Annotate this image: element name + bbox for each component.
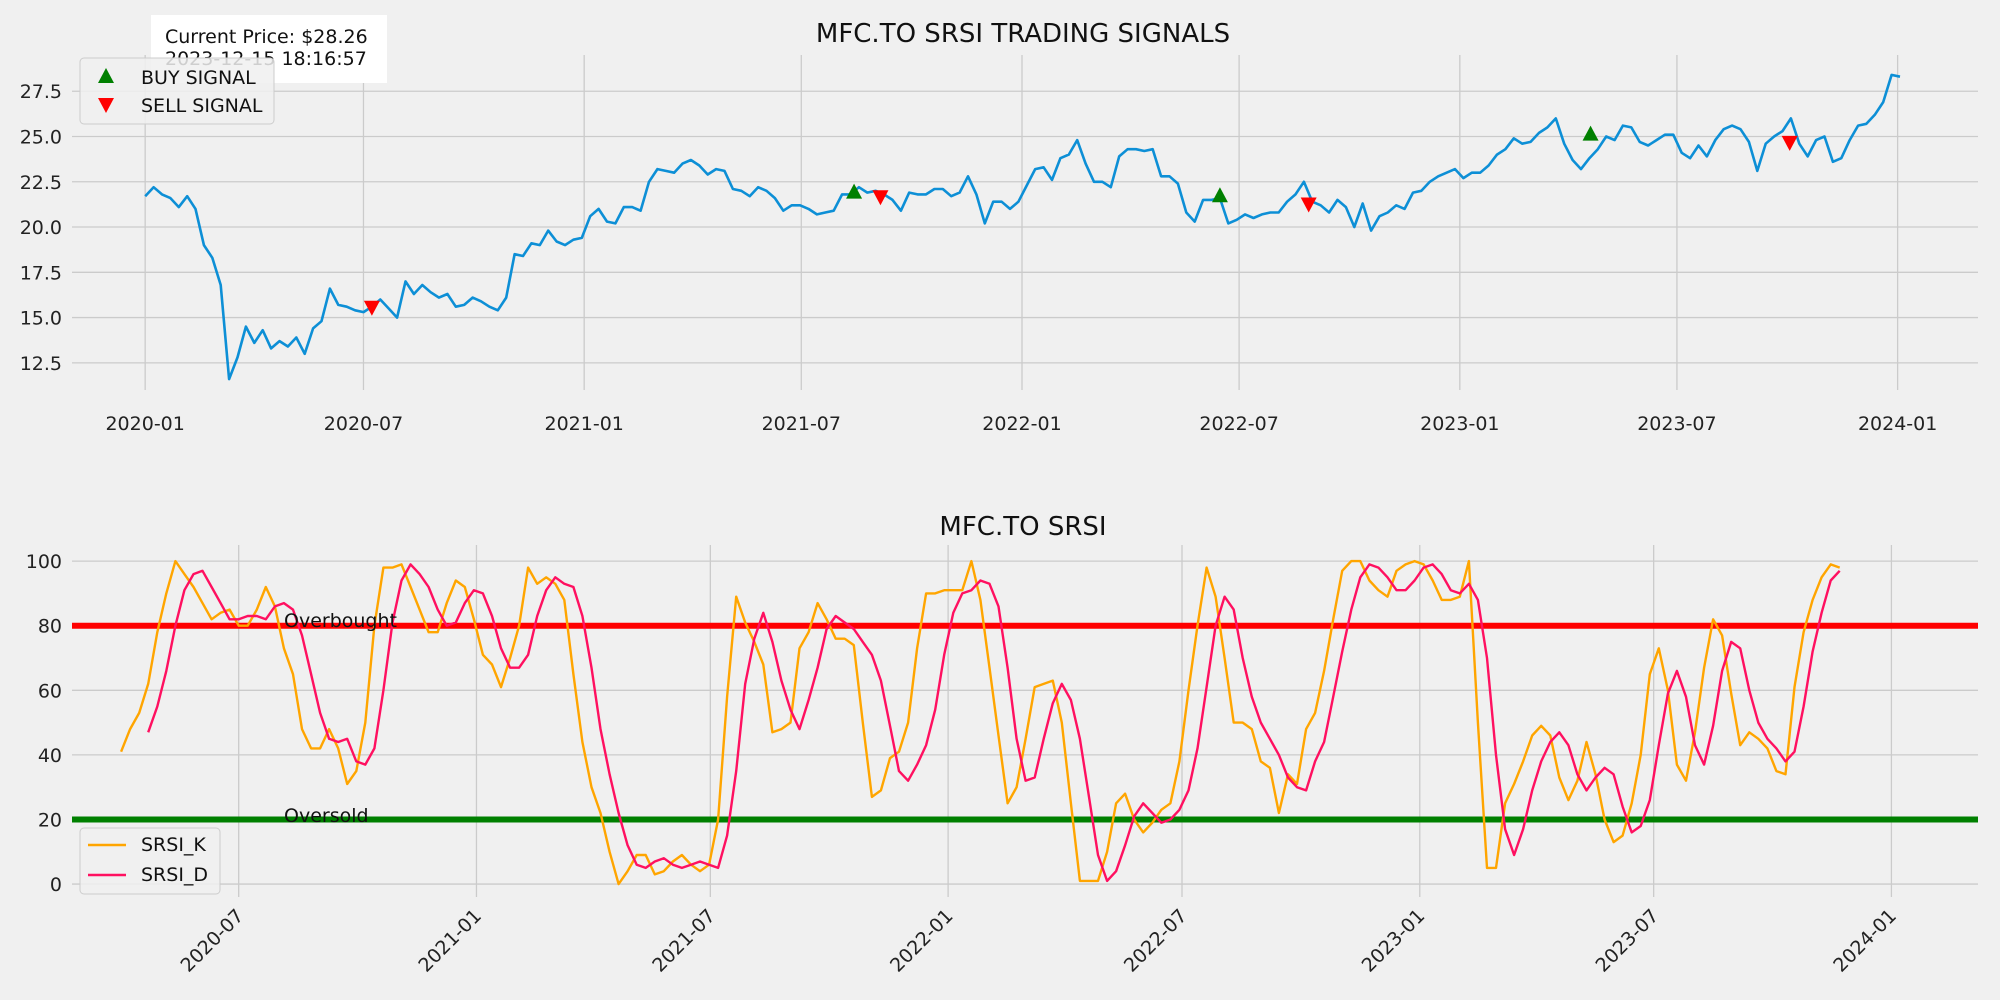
signal-markers <box>363 125 1798 316</box>
price-grid <box>72 55 1978 390</box>
buy-signal-marker <box>1211 187 1228 203</box>
srsi-legend: SRSI_K SRSI_D <box>79 827 221 895</box>
srsi-k-line <box>119 559 1841 886</box>
srsi-y-tick-label: 60 <box>38 680 62 702</box>
sell-signal-legend-label: SELL SIGNAL <box>141 95 263 117</box>
oversold-label: Oversold <box>284 805 369 827</box>
price-y-tick-label: 27.5 <box>20 81 62 103</box>
buy-signal-marker <box>846 183 863 199</box>
price-x-tick-label: 2022-01 <box>982 413 1061 435</box>
srsi-y-tick-label: 20 <box>38 809 62 831</box>
srsi-k-legend-label: SRSI_K <box>141 834 206 856</box>
price-x-tick-label: 2022-07 <box>1199 413 1278 435</box>
current-price-text: Current Price: $28.26 <box>165 26 368 48</box>
price-x-tick-label: 2024-01 <box>1858 413 1937 435</box>
price-line <box>144 73 1901 381</box>
srsi-y-tick-label: 100 <box>26 551 62 573</box>
sell-signal-marker <box>872 190 889 206</box>
srsi-d-line <box>147 563 1841 883</box>
buy-signal-marker <box>1582 125 1599 141</box>
srsi-d-legend-label: SRSI_D <box>141 864 208 886</box>
price-y-tick-label: 17.5 <box>20 262 62 284</box>
buy-signal-legend-icon <box>98 68 114 83</box>
srsi-chart-title: MFC.TO SRSI <box>939 512 1106 542</box>
srsi-y-tick-label: 40 <box>38 745 62 767</box>
price-y-tick-label: 20.0 <box>20 217 62 239</box>
price-y-tick-label: 22.5 <box>20 172 62 194</box>
sell-signal-legend-icon <box>98 98 114 113</box>
buy-signal-legend-label: BUY SIGNAL <box>141 67 256 89</box>
overbought-label: Overbought <box>284 610 397 632</box>
sell-signal-marker <box>1300 197 1317 213</box>
sell-signal-marker <box>363 300 380 316</box>
srsi-y-tick-label: 80 <box>38 616 62 638</box>
price-chart-title: MFC.TO SRSI TRADING SIGNALS <box>816 19 1230 49</box>
sell-signal-marker <box>1781 135 1798 151</box>
price-legend-box <box>79 57 275 125</box>
srsi-y-tick-label: 0 <box>50 874 62 896</box>
price-x-tick-label: 2023-01 <box>1420 413 1499 435</box>
price-y-tick-label: 25.0 <box>20 126 62 148</box>
price-legend: BUY SIGNAL SELL SIGNAL <box>79 57 275 125</box>
price-y-tick-label: 15.0 <box>20 308 62 330</box>
price-x-tick-label: 2020-07 <box>324 413 403 435</box>
price-y-tick-label: 12.5 <box>20 353 62 375</box>
price-x-tick-label: 2021-07 <box>762 413 841 435</box>
price-tick-labels: 2020-01 2020-07 2021-01 2021-07 2022-01 2022-… <box>20 81 1938 435</box>
price-x-tick-label: 2023-07 <box>1637 413 1716 435</box>
price-x-tick-label: 2021-01 <box>544 413 623 435</box>
price-panel: 2020-01 2020-07 2021-01 2021-07 2022-01 2022-… <box>20 15 1978 435</box>
price-x-tick-label: 2020-01 <box>105 413 184 435</box>
